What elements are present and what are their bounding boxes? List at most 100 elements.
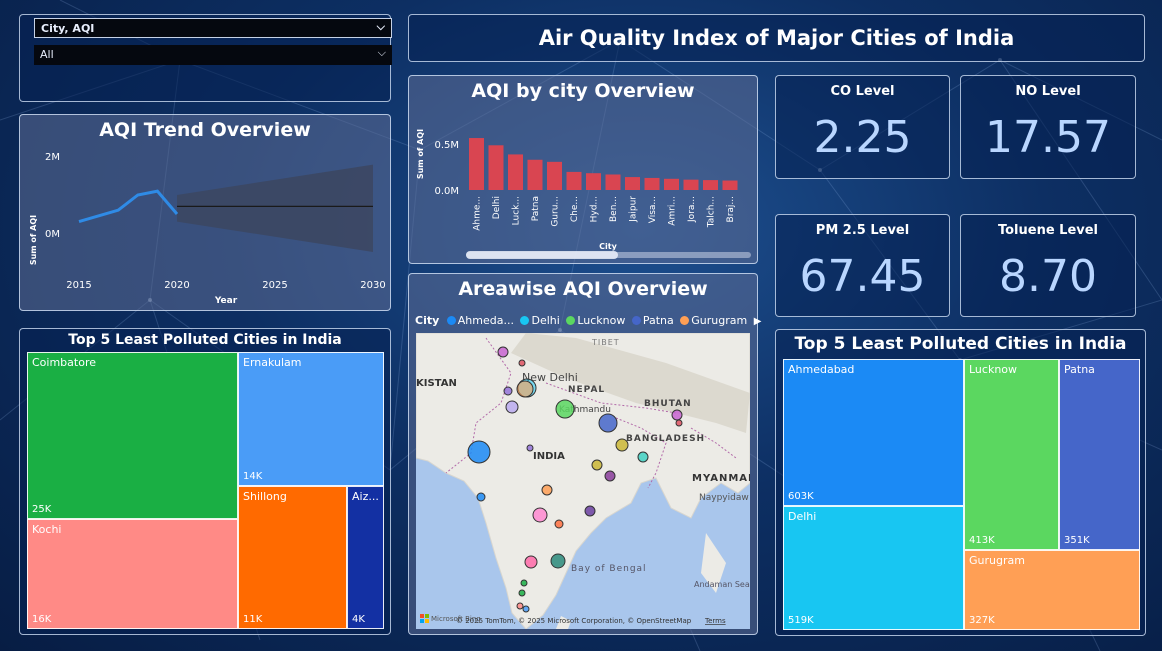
city-bubble[interactable] [524, 555, 538, 569]
bar-12[interactable] [703, 180, 718, 190]
treemap-tile-kochi[interactable]: Kochi 16K [27, 519, 238, 629]
tile-value: 519K [788, 615, 814, 626]
legend-item-ahmedabad[interactable]: Ahmeda... [446, 314, 514, 327]
tile-name: Gurugram [969, 554, 1025, 567]
legend-item-lucknow[interactable]: Lucknow [566, 314, 625, 327]
city-bubble[interactable] [554, 519, 564, 529]
treemap-tile-patna[interactable]: Patna 351K [1059, 359, 1140, 550]
treemap-tile-ahmedabad[interactable]: Ahmedabad 603K [783, 359, 964, 506]
city-bubble[interactable] [518, 359, 526, 367]
city-bubble[interactable] [516, 380, 534, 398]
legend-item-patna[interactable]: Patna [631, 314, 674, 327]
kpi-label: Toluene Level [997, 223, 1099, 238]
city-bubble[interactable] [555, 399, 575, 419]
kpi-value: 17.57 [985, 112, 1111, 163]
city-bubble[interactable] [476, 492, 486, 502]
trend-chart: Sum of AQI 2M 0M 2015 2020 2025 2030 Yea… [29, 152, 386, 306]
city-bubble[interactable] [467, 440, 491, 464]
city-bubble[interactable] [550, 553, 566, 569]
bar-8[interactable] [625, 177, 640, 190]
kpi-card-no: NO Level 17.57 [960, 75, 1136, 179]
treemap-tile-delhi[interactable]: Delhi 519K [783, 506, 964, 630]
city-bubble[interactable] [675, 419, 683, 427]
city-bubble[interactable] [532, 507, 548, 523]
treemap-tile-ernakulam[interactable]: Ernakulam 14K [238, 352, 384, 486]
bar-category-label: Delhi [492, 196, 502, 219]
tile-name: Coimbatore [32, 356, 96, 369]
bar-2[interactable] [508, 154, 523, 190]
bar-0[interactable] [469, 138, 484, 190]
bar-chart-panel: AQI by city Overview Sum of AQI 0.5M 0.0… [408, 75, 758, 264]
value-selector-dropdown[interactable]: All ⌵ [34, 45, 392, 65]
slicer-panel: City, AQI ⌵ All ⌵ [19, 14, 392, 102]
map-label-india: INDIA [533, 451, 565, 462]
chevron-down-icon[interactable]: ⌵ [376, 20, 385, 33]
bar-5[interactable] [566, 171, 582, 190]
bing-logo: Microsoft Bing [420, 614, 481, 623]
map-attribution[interactable]: © 2025 TomTom, © 2025 Microsoft Corporat… [456, 617, 692, 625]
city-bubble[interactable] [526, 444, 534, 452]
legend-next-arrow-icon[interactable]: ▶ [753, 316, 762, 327]
bar-4[interactable] [547, 161, 562, 190]
map-title: Areawise AQI Overview [458, 278, 708, 300]
map-label-tibet: TIBET [591, 338, 620, 347]
treemap-left-title: Top 5 Least Polluted Cities in India [68, 332, 342, 348]
city-bubble[interactable] [598, 413, 618, 433]
bar-category-label: Che... [570, 196, 580, 222]
bar-y-axis-label: Sum of AQI [416, 129, 425, 179]
bar-6[interactable] [586, 173, 601, 190]
treemap-tile-lucknow[interactable]: Lucknow 413K [964, 359, 1059, 550]
city-bubble[interactable] [671, 409, 683, 421]
trend-y-tick: 2M [45, 152, 60, 163]
treemap-tile-shillong[interactable]: Shillong 11K [238, 486, 347, 629]
city-bubble[interactable] [637, 451, 649, 463]
treemap-right-title: Top 5 Least Polluted Cities in India [794, 334, 1127, 354]
legend-item-gurugram[interactable]: Gurugram [680, 314, 747, 327]
kpi-label: PM 2.5 Level [815, 223, 910, 238]
city-bubble[interactable] [497, 346, 509, 358]
sri-lanka [556, 616, 571, 629]
land-mass [701, 533, 726, 593]
treemap-tile-aizawl[interactable]: Aiz... 4K [347, 486, 384, 629]
chevron-down-icon[interactable]: ⌵ [377, 46, 386, 59]
legend-item-delhi[interactable]: Delhi [520, 314, 560, 327]
bar-9[interactable] [644, 177, 660, 190]
bar-category-label: Ben... [609, 196, 619, 222]
city-bubble[interactable] [503, 386, 513, 396]
trend-line[interactable] [78, 189, 179, 224]
bar-category-label: Talch... [707, 196, 717, 228]
bar-10[interactable] [664, 178, 679, 190]
treemap-tile-gurugram[interactable]: Gurugram 327K [964, 550, 1140, 630]
bar-1[interactable] [488, 145, 504, 190]
city-bubble[interactable] [505, 400, 519, 414]
bar-scrollbar-thumb[interactable] [466, 251, 618, 259]
bar-category-label: Visa... [648, 196, 658, 223]
city-bubble[interactable] [584, 505, 596, 517]
field-selector-dropdown[interactable]: City, AQI ⌵ [34, 18, 392, 38]
city-bubble[interactable] [615, 438, 629, 452]
city-bubble[interactable] [520, 579, 528, 587]
kpi-value: 2.25 [813, 112, 912, 163]
map-label-andaman-sea: Andaman Sea [694, 580, 750, 589]
map-label-myanmar: MYANMAR [692, 473, 750, 484]
field-selector-value: City, AQI [41, 22, 95, 35]
bar-7[interactable] [605, 174, 621, 190]
bar-category-label: Jaipur [629, 196, 639, 223]
map-canvas[interactable]: TIBET KISTAN New Delhi NEPAL Kathmandu B… [416, 333, 750, 629]
trend-x-tick: 2015 [66, 280, 91, 291]
bar-3[interactable] [527, 159, 543, 190]
bar-13[interactable] [722, 180, 738, 190]
city-bubble[interactable] [522, 605, 530, 613]
bar-11[interactable] [683, 179, 699, 190]
treemap-tile-coimbatore[interactable]: Coimbatore 25K [27, 352, 238, 519]
city-bubble[interactable] [516, 602, 524, 610]
city-bubble[interactable] [541, 484, 553, 496]
map-label-kathmandu: Kathmandu [559, 405, 611, 415]
city-bubble[interactable] [604, 470, 616, 482]
city-bubble[interactable] [518, 589, 526, 597]
kpi-card-co: CO Level 2.25 [775, 75, 950, 179]
tile-name: Delhi [788, 510, 817, 523]
city-bubble[interactable] [591, 459, 603, 471]
map-terms-link[interactable]: Terms [704, 617, 726, 625]
legend-dot [680, 316, 690, 325]
